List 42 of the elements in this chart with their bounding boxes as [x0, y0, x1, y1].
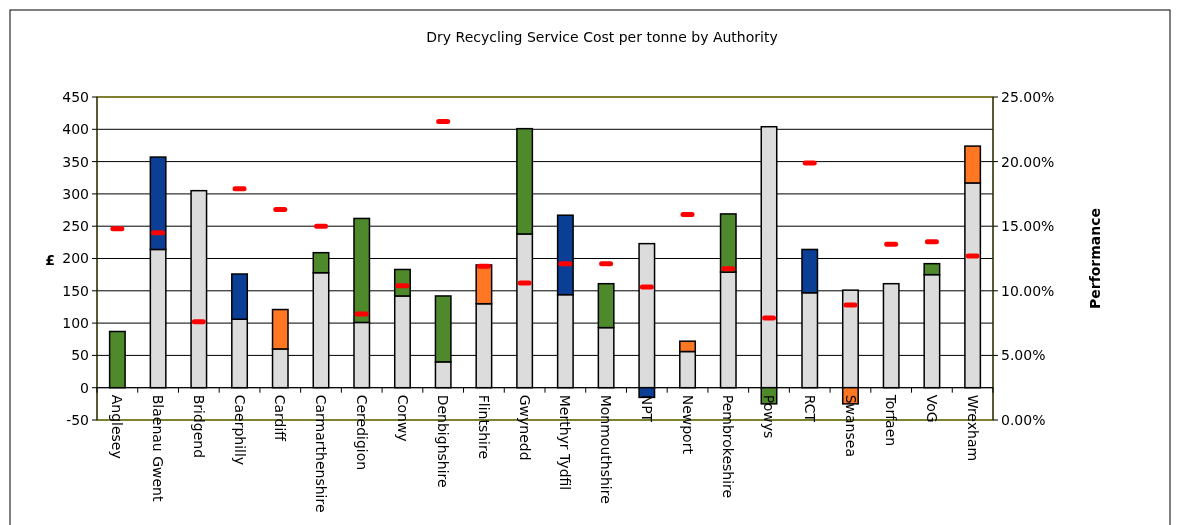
- chart-title: Dry Recycling Service Cost per tonne by Authority: [426, 29, 778, 45]
- y2-tick-label: 0.00%: [1001, 411, 1046, 428]
- x-tick-label: RCT: [801, 394, 818, 423]
- y-tick-label: 300: [62, 185, 89, 202]
- y2-tick-label: 20.00%: [1001, 153, 1055, 170]
- y-axis-title: £: [45, 251, 55, 268]
- y-tick-label: 100: [62, 315, 89, 331]
- x-tick-label: Pembrokeshire: [720, 394, 737, 499]
- x-tick-label: Newport: [679, 394, 696, 455]
- x-tick-label: NPT: [638, 394, 655, 423]
- x-tick-label: VoG: [924, 394, 941, 423]
- x-tick-label: Blaenau Gwent: [150, 394, 167, 502]
- y-tick-label: 250: [62, 218, 89, 235]
- x-tick-label: Wrexham: [964, 394, 981, 462]
- x-tick-label: Denbighshire: [435, 394, 452, 488]
- y-tick-label: 50: [71, 347, 89, 364]
- x-tick-label: Carmarthenshire: [313, 394, 330, 513]
- x-tick-label: Gwynedd: [516, 394, 533, 461]
- y2-tick-label: 15.00%: [1001, 218, 1055, 235]
- y-tick-label: 0: [80, 379, 89, 396]
- x-tick-label: Swansea: [842, 394, 859, 457]
- y-tick-label: -50: [66, 411, 89, 428]
- x-tick-label: Merthyr Tydfil: [557, 394, 574, 491]
- y-tick-label: 450: [62, 88, 89, 105]
- y-tick-label: 350: [62, 153, 89, 170]
- y-tick-label: 200: [62, 250, 89, 267]
- y2-axis-title: Performance: [1087, 207, 1103, 310]
- x-tick-label: Flintshire: [476, 394, 493, 460]
- x-tick-label: Monmouthshire: [598, 394, 615, 504]
- y2-tick-label: 25.00%: [1001, 88, 1055, 105]
- x-tick-label: Torfaen: [883, 393, 900, 447]
- x-tick-label: Cardiff: [272, 394, 289, 442]
- y2-tick-label: 5.00%: [1001, 347, 1046, 364]
- y2-tick-label: 10.00%: [1001, 282, 1055, 299]
- y-tick-label: 150: [62, 282, 89, 299]
- y-tick-label: 400: [62, 121, 89, 138]
- x-tick-label: Bridgend: [190, 394, 207, 459]
- x-tick-label: Conwy: [394, 394, 411, 442]
- x-tick-label: Anglesey: [109, 394, 126, 459]
- x-tick-label: Caerphilly: [231, 394, 248, 466]
- x-tick-label: Powys: [761, 394, 778, 439]
- x-tick-label: Ceredigion: [353, 394, 370, 471]
